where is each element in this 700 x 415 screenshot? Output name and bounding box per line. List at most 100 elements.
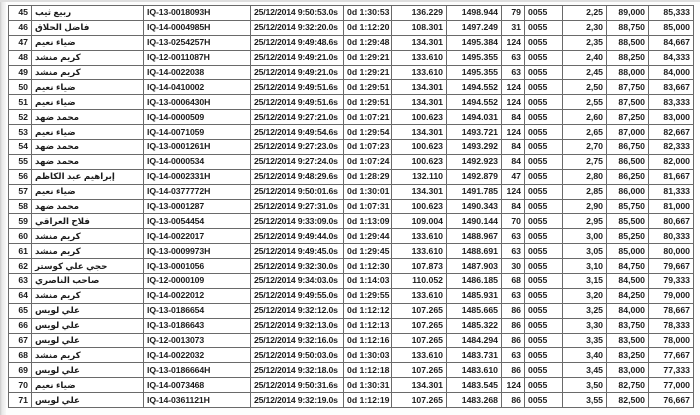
cell-member-name: ضياء نعيم: [31, 377, 144, 394]
table-row: 53 ضياء نعيم IQ-14-0071059 25/12/2014 9:49:…: [8, 124, 694, 141]
cell-row-number: 68: [8, 347, 32, 364]
cell-id-code: IQ-14-0000509: [143, 109, 251, 126]
cell-amount-b: 82,333: [648, 139, 694, 155]
cell-rate: 3,30: [562, 317, 607, 334]
table-row: 60 كريم منشد IQ-14-0022017 25/12/2014 9:49:…: [8, 228, 694, 245]
cell-value-a: 134.301: [391, 124, 447, 141]
cell-amount-b: 79,000: [648, 287, 694, 304]
cell-amount-b: 84,667: [648, 34, 694, 51]
cell-rate: 2,25: [562, 5, 607, 21]
cell-amount-a: 84,750: [606, 258, 649, 275]
cell-row-number: 50: [8, 79, 32, 96]
cell-date-time: 25/12/2014 9:49:55.0s: [250, 287, 344, 304]
cell-date-time: 25/12/2014 9:49:44.0s: [250, 228, 344, 245]
cell-row-number: 60: [8, 228, 32, 245]
cell-rate: 3,50: [562, 377, 607, 394]
cell-value-a: 107.265: [391, 392, 447, 409]
cell-amount-a: 85,750: [606, 198, 649, 215]
cell-code: 0055: [524, 273, 563, 289]
cell-amount-a: 86,000: [606, 183, 649, 200]
cell-value-a: 107.265: [391, 362, 447, 379]
cell-member-name: ضياء نعيم: [31, 79, 144, 96]
cell-value-a: 100.623: [391, 153, 447, 170]
cell-rate: 2,95: [562, 213, 607, 230]
cell-count: 63: [501, 49, 525, 66]
cell-date-time: 25/12/2014 9:50:01.6s: [250, 183, 344, 200]
cell-amount-b: 77,667: [648, 347, 694, 364]
cell-member-name: ربيع ثيب: [31, 5, 144, 21]
cell-duration: 0d 1:30:01: [343, 183, 392, 200]
cell-id-code: IQ-13-0001261H: [143, 139, 251, 155]
cell-id-code: IQ-13-0006430H: [143, 94, 251, 111]
cell-member-name: إبراهيم عبد الكاظم: [31, 168, 144, 185]
cell-rate: 3,40: [562, 347, 607, 364]
cell-id-code: IQ-14-0361121H: [143, 392, 251, 409]
table-row: 63 صاحب الناصري IQ-12-0000109 25/12/2014 9:…: [8, 273, 694, 289]
cell-count: 63: [501, 228, 525, 245]
cell-member-name: ضياء نعيم: [31, 34, 144, 51]
cell-member-name: كريم منشد: [31, 228, 144, 245]
cell-amount-b: 76,667: [648, 392, 694, 409]
cell-id-code: IQ-14-0410002: [143, 79, 251, 96]
cell-duration: 0d 1:12:13: [343, 317, 392, 334]
cell-value-b: 1486.185: [446, 273, 502, 289]
cell-value-b: 1488.691: [446, 243, 502, 260]
cell-duration: 0d 1:12:19: [343, 392, 392, 409]
cell-date-time: 25/12/2014 9:27:23.0s: [250, 139, 344, 155]
cell-value-a: 107.265: [391, 332, 447, 349]
cell-value-a: 108.301: [391, 19, 447, 36]
cell-amount-a: 86,750: [606, 139, 649, 155]
page-left-edge: [0, 0, 6, 415]
cell-member-name: علي لويس: [31, 362, 144, 379]
cell-member-name: صاحب الناصري: [31, 273, 144, 289]
cell-count: 30: [501, 258, 525, 275]
cell-duration: 0d 1:14:03: [343, 273, 392, 289]
table-row: 68 كريم منشد IQ-14-0022032 25/12/2014 9:50:…: [8, 347, 694, 364]
cell-row-number: 55: [8, 153, 32, 170]
cell-row-number: 59: [8, 213, 32, 230]
cell-code: 0055: [524, 377, 563, 394]
cell-date-time: 25/12/2014 9:32:19.0s: [250, 392, 344, 409]
cell-amount-b: 78,000: [648, 332, 694, 349]
cell-amount-b: 82,667: [648, 124, 694, 141]
table-row: 64 كريم منشد IQ-14-0022012 25/12/2014 9:49:…: [8, 287, 694, 304]
cell-amount-b: 77,333: [648, 362, 694, 379]
cell-date-time: 25/12/2014 9:48:29.6s: [250, 168, 344, 185]
cell-code: 0055: [524, 34, 563, 51]
cell-row-number: 52: [8, 109, 32, 126]
cell-rate: 3,00: [562, 228, 607, 245]
cell-id-code: IQ-14-0022012: [143, 287, 251, 304]
cell-duration: 0d 1:28:29: [343, 168, 392, 185]
table-row: 48 كريم منشد IQ-12-0011087H 25/12/2014 9:49…: [8, 49, 694, 66]
cell-code: 0055: [524, 64, 563, 81]
cell-date-time: 25/12/2014 9:34:03.0s: [250, 273, 344, 289]
cell-count: 63: [501, 287, 525, 304]
cell-duration: 0d 1:12:16: [343, 332, 392, 349]
cell-id-code: IQ-14-0004985H: [143, 19, 251, 36]
cell-rate: 3,05: [562, 243, 607, 260]
cell-amount-b: 85,000: [648, 19, 694, 36]
cell-amount-b: 78,333: [648, 317, 694, 334]
cell-row-number: 57: [8, 183, 32, 200]
cell-date-time: 25/12/2014 9:50:53.0s: [250, 5, 344, 21]
cell-count: 124: [501, 377, 525, 394]
cell-id-code: IQ-13-0001056: [143, 258, 251, 275]
cell-value-a: 107.265: [391, 317, 447, 334]
cell-code: 0055: [524, 94, 563, 111]
cell-count: 79: [501, 5, 525, 21]
table-row: 49 كريم منشد IQ-14-0022038 25/12/2014 9:49:…: [8, 64, 694, 81]
cell-value-b: 1485.665: [446, 302, 502, 319]
cell-row-number: 65: [8, 302, 32, 319]
cell-duration: 0d 1:30:53: [343, 5, 392, 21]
table-row: 59 فلاح العراقي IQ-13-0054454 25/12/2014 9:…: [8, 213, 694, 230]
cell-count: 63: [501, 64, 525, 81]
cell-amount-b: 83,333: [648, 94, 694, 111]
cell-code: 0055: [524, 109, 563, 126]
cell-code: 0055: [524, 19, 563, 36]
cell-amount-a: 84,250: [606, 287, 649, 304]
cell-member-name: محمد ضهد: [31, 109, 144, 126]
cell-amount-b: 79,333: [648, 273, 694, 289]
cell-code: 0055: [524, 79, 563, 96]
cell-amount-a: 88,500: [606, 34, 649, 51]
cell-amount-b: 80,000: [648, 243, 694, 260]
